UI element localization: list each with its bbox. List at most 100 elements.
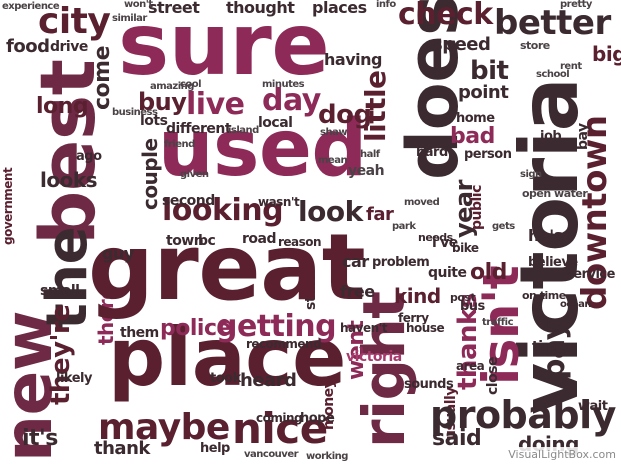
word-home: home [456, 111, 495, 126]
word-check: check [398, 0, 493, 32]
word-day: day [262, 83, 321, 118]
word-bus: bus [460, 299, 485, 314]
watermark: VisualLightBox.com [505, 447, 619, 462]
word-business: business [112, 107, 158, 118]
word-rent: rent [560, 61, 582, 72]
word-minutes: minutes [262, 79, 305, 90]
word-service: service [566, 267, 615, 282]
word-local: local [258, 115, 293, 131]
word-coming: coming [256, 411, 303, 425]
word-its: it's [22, 426, 58, 451]
word-places: places [312, 0, 367, 17]
word-looking: looking [162, 193, 284, 228]
word-kind: kind [394, 284, 441, 308]
word-lots: lots [140, 113, 168, 129]
word-maybe: maybe [98, 407, 230, 448]
word-different: different [166, 121, 232, 137]
word-maybe-small: come [90, 46, 115, 110]
word-place: place [108, 311, 346, 404]
word-likely: likely [56, 371, 92, 386]
word-car: car [342, 252, 369, 271]
word-havent: haven't [340, 321, 388, 335]
word-friend: friend [164, 139, 195, 150]
word-post: post [450, 291, 476, 304]
word-bad: bad [450, 124, 495, 149]
word-experience: experience [2, 1, 60, 12]
word-hope: hope [300, 411, 335, 426]
word-look: look [298, 195, 363, 228]
word-cool: cool [180, 79, 202, 90]
word-moved: moved [404, 197, 440, 208]
word-sign: sign [520, 169, 542, 180]
word-victoria-small: victoria [346, 349, 402, 365]
word-looks: looks [40, 168, 98, 192]
word-thought: thought [226, 0, 295, 17]
word-second: second [162, 193, 215, 209]
word-store: store [520, 39, 550, 52]
word-ive: i've [432, 235, 458, 251]
word-area: area [456, 359, 485, 373]
word-couple: couple [138, 138, 162, 210]
word-road: road [242, 231, 277, 247]
word-food: food [6, 36, 50, 57]
word-person: person [464, 147, 512, 162]
word-shaw: shaw [320, 127, 348, 138]
word-wont: won't [124, 0, 153, 10]
word-sounds: sounds [404, 377, 454, 392]
word-live: live [186, 87, 245, 122]
word-speed: speed [432, 34, 491, 55]
word-close: close [485, 356, 501, 395]
word-old: old [470, 260, 507, 285]
word-island: island [228, 125, 259, 136]
word-bit: bit [470, 56, 509, 86]
word-probably: probably [430, 393, 616, 437]
word-traffic: traffic [482, 317, 514, 328]
word-recommend: recommend [246, 337, 322, 351]
word-job: job [540, 129, 562, 144]
word-far: far [366, 204, 394, 225]
word-gets: gets [492, 221, 515, 232]
word-park: park [392, 221, 416, 232]
word-hes: he's [528, 226, 563, 245]
word-yeah: yeah [348, 163, 385, 179]
word-guy: guy [102, 244, 134, 263]
word-working: working [306, 451, 348, 462]
word-bc: bc [198, 233, 216, 249]
word-similar: similar [112, 13, 147, 24]
word-public: public [469, 185, 485, 230]
word-government: government [1, 167, 15, 245]
word-city: city [38, 1, 111, 42]
word-half: half [360, 149, 380, 160]
word-used: used [158, 104, 367, 194]
word-school: school [536, 69, 570, 80]
word-point: point [458, 82, 509, 103]
word-info: info [376, 0, 396, 10]
word-thank: thank [94, 438, 150, 459]
word-took: took [210, 371, 241, 386]
word-hard: hard [416, 145, 448, 160]
word-open-water: open water [522, 187, 588, 200]
word-buy: buy [138, 88, 187, 116]
word-them: them [120, 325, 159, 341]
word-great: great [88, 214, 366, 321]
word-small: small [40, 283, 80, 299]
word-having: having [324, 50, 382, 69]
word-long: long [36, 94, 89, 119]
word-town: town [166, 233, 204, 249]
word-problem: problem [372, 255, 430, 270]
word-getting: getting [216, 309, 337, 344]
word-times: times [532, 339, 574, 355]
word-vancouver: vancouver [244, 449, 299, 460]
word-ocean: ocean [560, 299, 591, 310]
word-mean: mean [318, 155, 348, 166]
word-ago: ago [76, 149, 102, 164]
word-police: police [160, 316, 231, 341]
word-help: help [200, 441, 230, 456]
word-kind-vertical: bay [575, 123, 591, 150]
word-wasnt: wasn't [258, 195, 300, 209]
word-wait: wait [578, 399, 608, 414]
word-better: better [494, 3, 611, 43]
word-pretty: pretty [560, 0, 592, 10]
word-needs: needs [418, 231, 453, 244]
